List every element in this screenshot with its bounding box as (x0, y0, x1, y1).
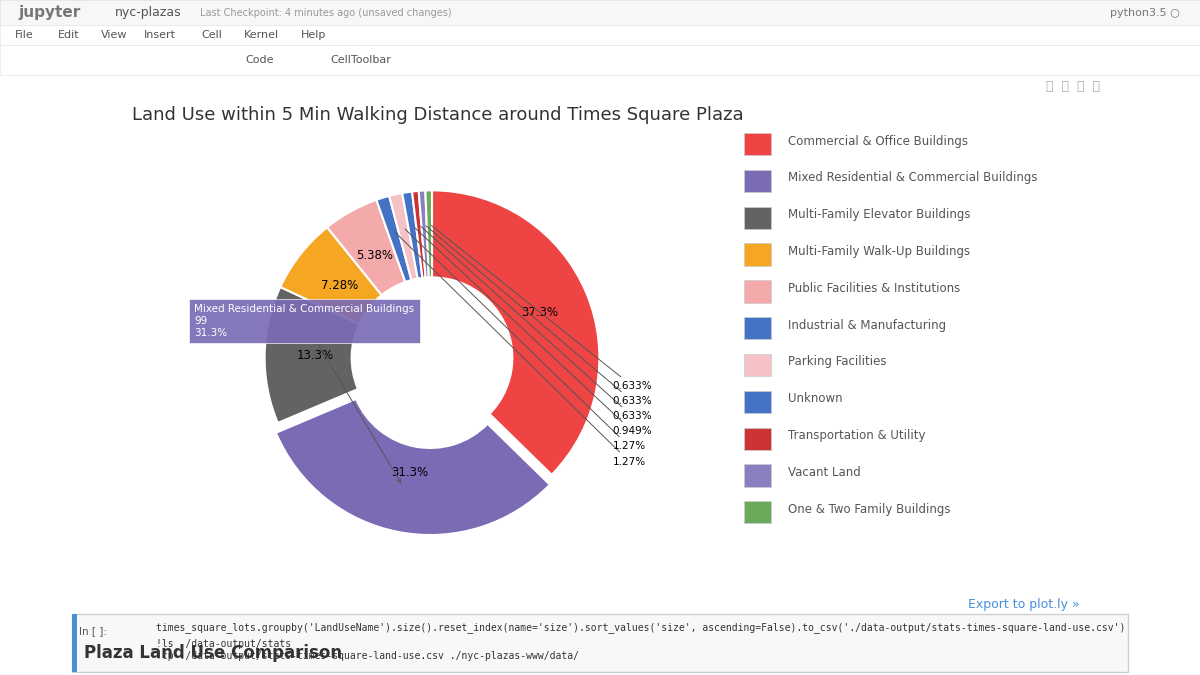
Text: 📷  🖼  ⬛  📊: 📷 🖼 ⬛ 📊 (1046, 80, 1100, 94)
Wedge shape (328, 200, 406, 295)
Text: Unknown: Unknown (788, 392, 844, 405)
Bar (744, 427, 770, 450)
Bar (744, 391, 770, 413)
Text: CellToolbar: CellToolbar (330, 55, 391, 65)
Bar (744, 133, 770, 155)
Text: Edit: Edit (58, 30, 79, 40)
Wedge shape (432, 190, 599, 475)
Bar (0, 0, 1200, 25)
Bar (744, 207, 770, 229)
Text: Mixed Residential & Commercial Buildings
99
31.3%: Mixed Residential & Commercial Buildings… (194, 304, 414, 483)
Wedge shape (425, 190, 432, 277)
Text: 1.27%: 1.27% (404, 229, 646, 452)
Text: 0.633%: 0.633% (421, 226, 653, 421)
Bar (744, 464, 770, 487)
Text: python3.5 ○: python3.5 ○ (1110, 7, 1180, 18)
Text: In [ ]:: In [ ]: (79, 626, 107, 637)
Text: One & Two Family Buildings: One & Two Family Buildings (788, 503, 950, 516)
Text: !ls ./data-output/stats: !ls ./data-output/stats (156, 639, 292, 649)
Text: 37.3%: 37.3% (522, 306, 558, 319)
Wedge shape (419, 190, 428, 277)
Text: 1.27%: 1.27% (395, 232, 646, 466)
Text: 31.3%: 31.3% (391, 466, 428, 479)
Text: Plaza Land Use Comparison: Plaza Land Use Comparison (84, 643, 342, 662)
Text: Kernel: Kernel (244, 30, 280, 40)
Text: Insert: Insert (144, 30, 176, 40)
Wedge shape (402, 192, 422, 279)
Text: Multi-Family Walk-Up Buildings: Multi-Family Walk-Up Buildings (788, 245, 971, 258)
Wedge shape (389, 193, 418, 280)
Text: Multi-Family Elevator Buildings: Multi-Family Elevator Buildings (788, 208, 971, 221)
Text: Public Facilities & Institutions: Public Facilities & Institutions (788, 282, 961, 295)
Text: Help: Help (301, 30, 326, 40)
Bar (744, 317, 770, 340)
Text: 13.3%: 13.3% (296, 349, 334, 362)
Wedge shape (377, 196, 412, 282)
Text: jupyter: jupyter (19, 5, 82, 20)
Text: 0.949%: 0.949% (414, 227, 653, 437)
Text: Industrial & Manufacturing: Industrial & Manufacturing (788, 319, 947, 331)
Text: times_square_lots.groupby('LandUseName').size().reset_index(name='size').sort_va: times_square_lots.groupby('LandUseName')… (156, 622, 1126, 633)
Text: Cell: Cell (202, 30, 222, 40)
Text: Mixed Residential & Commercial Buildings: Mixed Residential & Commercial Buildings (788, 171, 1038, 184)
Text: View: View (101, 30, 127, 40)
Text: File: File (14, 30, 34, 40)
Text: 5.38%: 5.38% (356, 249, 394, 262)
Text: Commercial & Office Buildings: Commercial & Office Buildings (788, 134, 968, 148)
Text: Parking Facilities: Parking Facilities (788, 356, 887, 369)
Text: nyc-plazas: nyc-plazas (115, 6, 181, 19)
Bar (744, 170, 770, 192)
Bar (744, 244, 770, 266)
Wedge shape (265, 287, 359, 423)
Text: Land Use within 5 Min Walking Distance around Times Square Plaza: Land Use within 5 Min Walking Distance a… (132, 106, 744, 124)
Wedge shape (276, 399, 550, 535)
Text: Last Checkpoint: 4 minutes ago (unsaved changes): Last Checkpoint: 4 minutes ago (unsaved … (200, 7, 451, 18)
Bar (0, 45, 1200, 75)
Text: Transportation & Utility: Transportation & Utility (788, 429, 926, 442)
Bar (744, 354, 770, 376)
Text: Vacant Land: Vacant Land (788, 466, 862, 479)
Text: 0.633%: 0.633% (432, 225, 653, 392)
Bar (0, 25, 1200, 45)
Wedge shape (412, 191, 426, 278)
Text: Export to plot.ly »: Export to plot.ly » (968, 597, 1080, 611)
Bar (744, 501, 770, 523)
Text: Code: Code (245, 55, 274, 65)
Text: 7.28%: 7.28% (322, 279, 359, 292)
Text: !cp ./data-output/stats-times-square-land-use.csv ./nyc-plazas-www/data/: !cp ./data-output/stats-times-square-lan… (156, 651, 580, 662)
Text: 0.633%: 0.633% (426, 226, 653, 406)
Bar (744, 280, 770, 302)
Wedge shape (281, 227, 382, 324)
